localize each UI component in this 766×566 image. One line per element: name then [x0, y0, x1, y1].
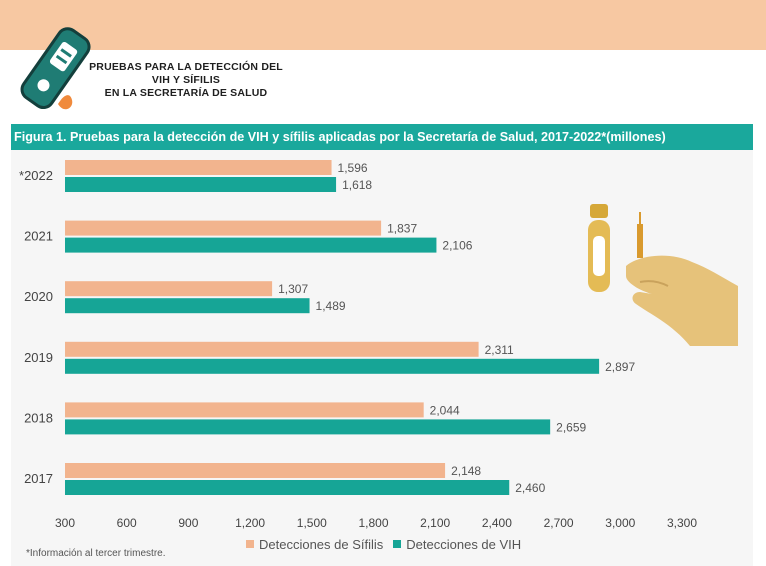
category-label: 2017 [24, 471, 53, 486]
x-tick-label: 1,800 [358, 516, 388, 530]
x-tick-label: 900 [178, 516, 198, 530]
x-tick-label: 2,400 [482, 516, 512, 530]
chart-legend: Detecciones de Sífilis Detecciones de VI… [246, 536, 531, 552]
bar-sifilis [65, 402, 424, 418]
data-label-vih: 2,659 [556, 420, 586, 434]
bar-sifilis [65, 220, 382, 236]
data-label-vih: 1,489 [316, 299, 346, 313]
x-tick-label: 300 [55, 516, 75, 530]
category-label: *2022 [19, 168, 53, 183]
category-label: 2020 [24, 289, 53, 304]
bar-vih [65, 177, 337, 192]
data-label-sifilis: 1,307 [278, 282, 308, 296]
x-tick-label: 2,100 [420, 516, 450, 530]
bar-sifilis [65, 463, 446, 478]
bar-vih [65, 480, 510, 495]
header-title: PRUEBAS PARA LA DETECCIÓN DEL VIH Y SÍFI… [76, 61, 296, 100]
category-label: 2021 [24, 229, 53, 244]
bar-vih [65, 298, 310, 314]
legend-swatch-vih [393, 540, 402, 548]
legend-item-vih: Detecciones de VIH [393, 537, 521, 552]
data-label-vih: 2,106 [442, 239, 472, 253]
legend-item-sifilis: Detecciones de Sífilis [246, 537, 383, 552]
legend-swatch-sifilis [246, 540, 254, 548]
category-label: 2019 [24, 350, 53, 365]
legend-label-sifilis: Detecciones de Sífilis [259, 536, 384, 552]
header-title-line-1: PRUEBAS PARA LA DETECCIÓN DEL [89, 61, 283, 73]
figure-title: Figura 1. Pruebas para la detección de V… [14, 130, 666, 144]
x-tick-label: 2,700 [544, 516, 574, 530]
bar-sifilis [65, 281, 273, 297]
data-label-sifilis: 2,044 [430, 403, 460, 417]
x-tick-label: 1,200 [235, 516, 265, 530]
data-label-sifilis: 2,148 [451, 464, 481, 478]
header-title-line-2: VIH Y SÍFILIS [151, 74, 221, 86]
data-label-sifilis: 1,837 [387, 222, 417, 236]
bar-vih [65, 358, 600, 374]
category-label: 2018 [24, 410, 53, 425]
x-tick-label: 1,500 [297, 516, 327, 530]
bar-sifilis [65, 341, 479, 357]
x-tick-label: 3,000 [605, 516, 635, 530]
data-label-vih: 1,618 [342, 178, 372, 192]
test-tube-hand-icon [588, 204, 738, 346]
legend-label-vih: Detecciones de VIH [406, 536, 522, 552]
top-band [0, 0, 766, 50]
x-tick-label: 600 [117, 516, 137, 530]
x-tick-label: 3,300 [667, 516, 697, 530]
data-label-vih: 2,897 [605, 360, 635, 374]
data-label-sifilis: 2,311 [485, 343, 514, 357]
bar-vih [65, 237, 437, 253]
figure-title-bar [11, 124, 753, 150]
header-title-line-3: EN LA SECRETARÍA DE SALUD [104, 87, 268, 99]
test-device-icon [20, 27, 91, 110]
data-label-vih: 2,460 [515, 481, 545, 495]
bar-sifilis [65, 160, 332, 175]
data-label-sifilis: 1,596 [338, 161, 368, 175]
footnote: *Información al tercer trimestre. [26, 548, 166, 559]
bar-vih [65, 419, 551, 435]
